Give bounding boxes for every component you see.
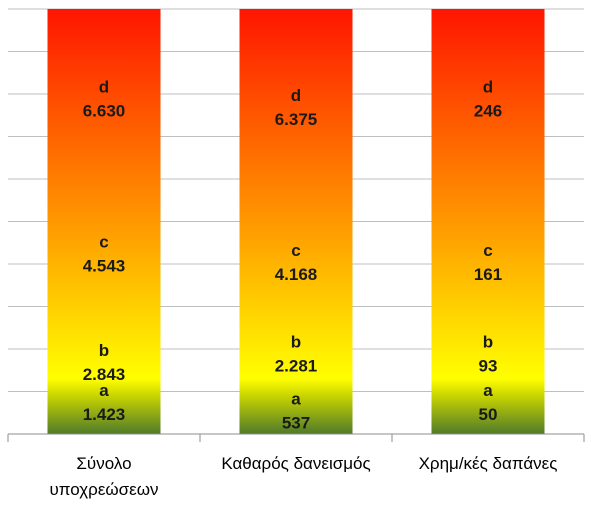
segment-value-label: 93 xyxy=(479,356,498,375)
category-label: Χρημ/κές δαπάνες xyxy=(419,454,558,473)
segment-letter-label: a xyxy=(99,381,109,400)
segment-value-label: 4.543 xyxy=(83,256,126,275)
category-labels: Σύνολο υποχρεώσεων Καθαρός δανεισμός Χρημ/κ… xyxy=(49,454,557,499)
bars xyxy=(47,9,545,434)
category-label: Καθαρός δανεισμός xyxy=(221,454,370,473)
segment-value-label: 4.168 xyxy=(275,265,318,284)
segment-letter-label: c xyxy=(291,241,300,260)
segment-letter-label: c xyxy=(99,232,108,251)
segment-value-label: 537 xyxy=(282,414,310,433)
category-label: Σύνολο xyxy=(76,454,131,473)
bar xyxy=(239,9,353,434)
segment-value-label: 50 xyxy=(479,405,498,424)
segment-letter-label: d xyxy=(291,86,301,105)
category-label: υποχρεώσεων xyxy=(49,480,158,499)
segment-letter-label: c xyxy=(483,241,492,260)
x-axis xyxy=(7,433,585,442)
segment-letter-label: a xyxy=(483,381,493,400)
segment-value-label: 2.281 xyxy=(275,356,318,375)
bar xyxy=(431,9,545,434)
segment-letter-label: b xyxy=(483,332,493,351)
segment-letter-label: b xyxy=(291,332,301,351)
segment-value-label: 2.843 xyxy=(83,365,126,384)
segment-value-label: 161 xyxy=(474,265,502,284)
segment-letter-label: d xyxy=(483,77,493,96)
segment-value-label: 246 xyxy=(474,101,502,120)
segment-letter-label: d xyxy=(99,77,109,96)
segment-value-label: 6.630 xyxy=(83,101,126,120)
segment-value-label: 1.423 xyxy=(83,405,126,424)
value-labels: a 1.423 b 2.843 c 4.543 d 6.630 a 537 b 2.281 c 4.168… xyxy=(83,77,502,432)
segment-value-label: 6.375 xyxy=(275,110,318,129)
bar xyxy=(47,9,161,434)
segment-letter-label: a xyxy=(291,390,301,409)
segment-letter-label: b xyxy=(99,341,109,360)
